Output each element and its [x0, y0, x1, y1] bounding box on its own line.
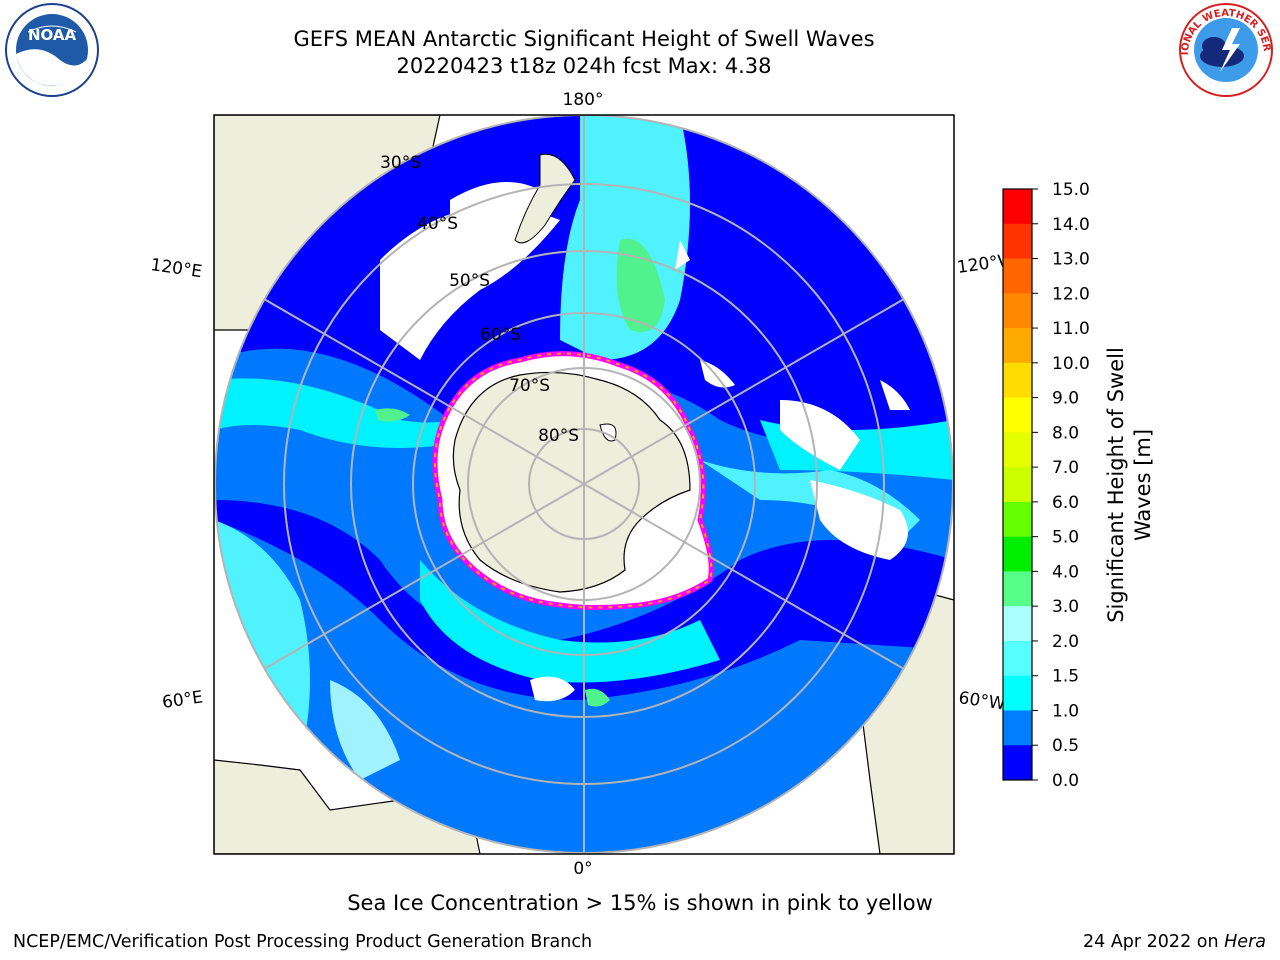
colorbar-swatch	[1003, 467, 1032, 503]
colorbar-tick-label: 5.0	[1052, 528, 1079, 548]
colorbar-tick-label: 7.0	[1052, 458, 1079, 478]
colorbar-swatch	[1003, 571, 1032, 607]
colorbar-tick-label: 1.0	[1052, 701, 1079, 721]
colorbar	[1003, 189, 1032, 781]
lat-label-40s: 40°S	[417, 214, 458, 234]
colorbar-tick-label: 8.0	[1052, 423, 1079, 443]
lat-label-30s: 30°S	[380, 153, 421, 173]
colorbar-tick-label: 6.0	[1052, 493, 1079, 513]
colorbar-swatch	[1003, 432, 1032, 468]
lat-label-60s: 60°S	[480, 325, 521, 345]
credit-line: NCEP/EMC/Verification Post Processing Pr…	[13, 932, 593, 952]
lon-label-180: 180°	[563, 90, 604, 110]
map-subtitle: 20220423 t18z 024h fcst Max: 4.38	[396, 54, 772, 78]
colorbar-tick-label: 1.5	[1052, 667, 1079, 687]
colorbar-swatch	[1003, 223, 1032, 260]
colorbar-label-line2: Waves [m]	[1131, 429, 1155, 541]
colorbar-swatch	[1003, 362, 1032, 399]
colorbar-swatch	[1003, 293, 1032, 329]
colorbar-tick-label: 9.0	[1052, 389, 1079, 409]
colorbar-swatch	[1003, 675, 1032, 711]
nws-logo: NATIONAL WEATHER SERVICE	[1174, 2, 1273, 97]
svg-text:NOAA: NOAA	[28, 26, 77, 44]
colorbar-swatch	[1003, 536, 1032, 572]
colorbar-label-line1: Significant Height of Swell	[1104, 347, 1128, 623]
graticule	[214, 115, 954, 854]
lon-label-120e: 120°E	[149, 255, 203, 282]
colorbar-ticks: 15.0 14.0 13.0 12.0 11.0 10.0 9.0 8.0 7.0 6.0 5.0 4…	[1032, 180, 1090, 791]
colorbar-frame	[1002, 188, 1033, 781]
colorbar-swatch	[1003, 745, 1032, 781]
colorbar-tick-label: 11.0	[1052, 319, 1090, 339]
map-title: GEFS MEAN Antarctic Significant Height o…	[293, 27, 875, 51]
colorbar-swatch	[1003, 710, 1032, 746]
colorbar-swatch	[1003, 328, 1032, 364]
colorbar-swatch	[1003, 501, 1032, 538]
lat-label-50s: 50°S	[449, 271, 490, 291]
colorbar-tick-label: 13.0	[1052, 250, 1090, 270]
lon-label-60e: 60°E	[161, 687, 204, 712]
date-stamp: 24 Apr 2022 on Hera	[1083, 932, 1266, 952]
colorbar-tick-label: 4.0	[1052, 562, 1079, 582]
colorbar-swatch	[1003, 189, 1032, 225]
lon-label-60w: 60°W	[957, 688, 1006, 714]
colorbar-tick-label: 14.0	[1052, 215, 1090, 235]
colorbar-tick-label: 15.0	[1052, 180, 1090, 200]
colorbar-tick-label: 0.5	[1052, 736, 1079, 756]
colorbar-tick-label: 10.0	[1052, 354, 1090, 374]
colorbar-tick-label: 2.0	[1052, 632, 1079, 652]
swell-field	[215, 115, 953, 853]
map-frame	[213, 114, 955, 855]
sea-ice-note: Sea Ice Concentration > 15% is shown in …	[347, 891, 933, 915]
lon-label-0: 0°	[573, 859, 592, 879]
colorbar-swatch	[1003, 397, 1032, 433]
lat-label-80s: 80°S	[538, 426, 579, 446]
colorbar-tick-label: 12.0	[1052, 284, 1090, 304]
colorbar-tick-label: 3.0	[1052, 597, 1079, 617]
colorbar-swatch	[1003, 640, 1032, 677]
antarctica	[432, 351, 714, 610]
noaa-logo: NOAA	[5, 3, 99, 97]
colorbar-swatch	[1003, 606, 1032, 642]
colorbar-swatch	[1003, 258, 1032, 294]
lat-label-70s: 70°S	[509, 376, 550, 396]
colorbar-tick-label: 0.0	[1052, 771, 1079, 791]
